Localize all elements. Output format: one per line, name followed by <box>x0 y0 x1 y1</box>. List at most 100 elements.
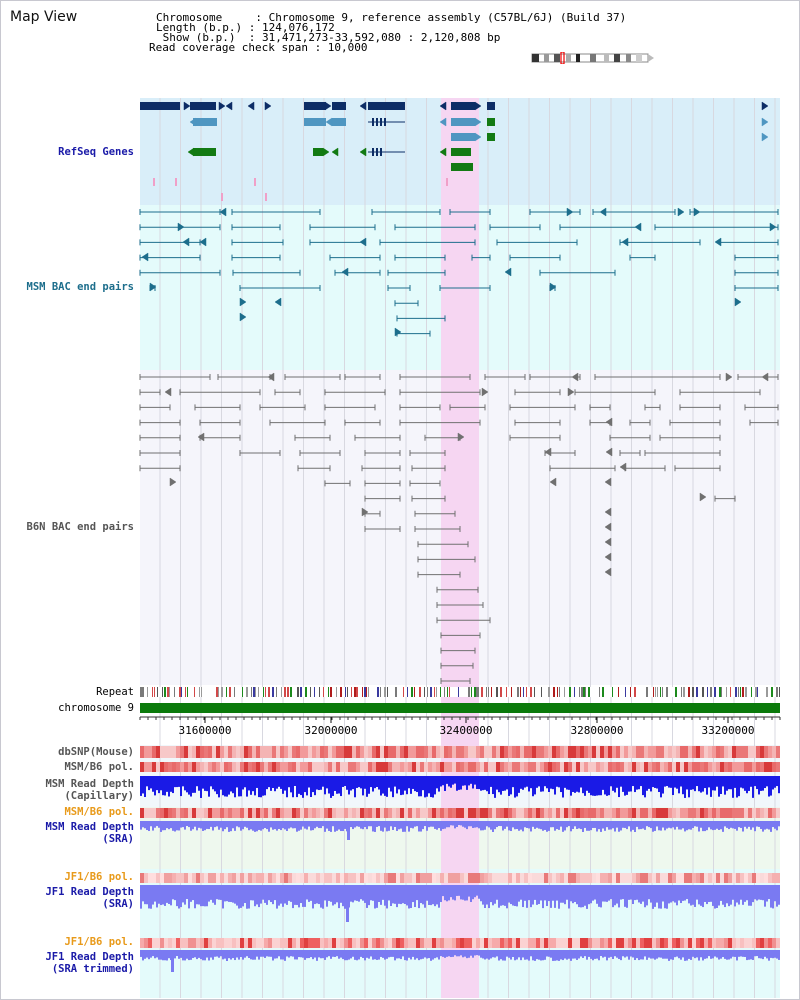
read-depth-bar <box>560 776 562 793</box>
heat-cell <box>432 873 436 883</box>
read-depth-bar <box>216 776 218 795</box>
b6n-bac-arrow <box>169 477 177 487</box>
read-depth-bar <box>594 821 596 828</box>
heat-cell <box>300 938 304 948</box>
track-label-msm-bac-end-pairs[interactable]: MSM BAC end pairs <box>26 281 134 293</box>
read-depth-bar <box>448 821 450 828</box>
heat-cell <box>156 746 160 758</box>
read-depth-bar <box>152 950 154 957</box>
selected-region-highlight[interactable] <box>441 98 479 998</box>
read-depth-bar <box>638 950 640 961</box>
heat-cell <box>468 873 472 883</box>
read-depth-bar <box>254 950 256 960</box>
read-depth-bar <box>306 776 308 796</box>
read-depth-bar <box>386 821 388 832</box>
read-depth-bar <box>752 885 754 903</box>
heat-cell <box>328 808 332 818</box>
track-label-refseq-genes[interactable]: RefSeq Genes <box>58 146 134 158</box>
heat-cell <box>156 938 160 948</box>
ideogram-band <box>566 54 571 62</box>
read-depth-bar <box>506 821 508 827</box>
read-depth-bar <box>550 885 552 908</box>
heat-cell <box>176 938 180 948</box>
read-depth-bar <box>402 885 404 904</box>
heat-cell <box>232 762 236 772</box>
heat-cell <box>608 938 612 948</box>
read-depth-bar <box>728 950 730 960</box>
read-depth-bar <box>510 950 512 960</box>
track-label-b6n-bac-end-pairs[interactable]: B6N BAC end pairs <box>26 521 134 533</box>
read-depth-bar <box>528 776 530 792</box>
track-label-msm-b6-pol[interactable]: MSM/B6 pol. <box>64 761 134 773</box>
track-label-msm-read-depth-capillary[interactable]: MSM Read Depth (Capillary) <box>45 778 134 802</box>
read-depth-bar <box>148 776 150 791</box>
read-depth-bar <box>768 885 770 900</box>
read-depth-bar <box>458 821 460 826</box>
track-label-jf1-b6-pol-trimmed[interactable]: JF1/B6 pol. <box>64 936 134 948</box>
repeat-element <box>625 687 626 697</box>
read-depth-bar <box>584 885 586 906</box>
read-depth-bar <box>484 950 486 960</box>
heat-cell <box>768 808 772 818</box>
read-depth-bar <box>612 885 614 908</box>
heat-cell <box>336 762 340 772</box>
read-depth-bar <box>682 821 684 829</box>
read-depth-bar <box>162 776 164 796</box>
heat-cell <box>672 762 676 772</box>
read-depth-bar <box>726 776 728 791</box>
read-depth-spike <box>171 950 174 972</box>
read-depth-bar <box>186 885 188 900</box>
read-depth-bar <box>360 821 362 829</box>
repeat-element <box>246 687 248 697</box>
read-depth-bar <box>718 885 720 906</box>
heat-cell <box>228 873 232 883</box>
read-depth-bar <box>644 821 646 830</box>
read-depth-bar <box>358 821 360 827</box>
chromosome-ideogram[interactable] <box>530 52 656 64</box>
repeat-element <box>407 687 408 697</box>
track-label-dbsnp[interactable]: dbSNP(Mouse) <box>58 746 134 758</box>
read-depth-bar <box>744 950 746 957</box>
heat-cell <box>148 746 152 758</box>
heat-cell <box>340 762 344 772</box>
track-label-msm-read-depth-sra[interactable]: MSM Read Depth (SRA) <box>45 821 134 845</box>
track-label-jf1-read-depth-sra[interactable]: JF1 Read Depth (SRA) <box>45 886 134 910</box>
gene-arrow <box>761 117 769 127</box>
heat-cell <box>600 762 604 772</box>
heat-cell <box>528 746 532 758</box>
read-depth-bar <box>696 776 698 787</box>
repeat-element <box>583 687 585 697</box>
read-depth-bar <box>684 885 686 901</box>
read-depth-bar <box>386 950 388 959</box>
repeat-element <box>290 687 292 697</box>
heat-cell <box>696 873 700 883</box>
read-depth-bar <box>674 885 676 903</box>
heat-cell <box>704 873 708 883</box>
heat-cell <box>628 808 632 818</box>
repeat-element <box>666 687 668 697</box>
read-depth-bar <box>366 950 368 958</box>
read-depth-bar <box>536 776 538 788</box>
read-depth-bar <box>198 950 200 958</box>
heat-cell <box>448 746 452 758</box>
read-depth-bar <box>250 776 252 795</box>
read-depth-bar <box>664 885 666 909</box>
read-depth-bar <box>528 821 530 829</box>
heat-cell <box>432 938 436 948</box>
repeat-element <box>692 687 694 697</box>
read-depth-bar <box>552 950 554 961</box>
read-depth-bar <box>700 821 702 828</box>
gene-arrow <box>359 101 367 111</box>
heat-cell <box>716 762 720 772</box>
track-label-jf1-b6-pol[interactable]: JF1/B6 pol. <box>64 871 134 883</box>
heat-cell <box>152 808 156 818</box>
read-depth-bar <box>460 885 462 900</box>
read-depth-bar <box>290 821 292 828</box>
read-depth-bar <box>334 885 336 905</box>
read-depth-bar <box>284 885 286 904</box>
track-label-jf1-read-depth-sra-trimmed[interactable]: JF1 Read Depth (SRA trimmed) <box>45 951 134 975</box>
read-depth-bar <box>380 950 382 957</box>
track-label-msm-b6-pol-sra[interactable]: MSM/B6 pol. <box>64 806 134 818</box>
read-depth-bar <box>208 776 210 797</box>
repeat-element <box>599 687 600 697</box>
